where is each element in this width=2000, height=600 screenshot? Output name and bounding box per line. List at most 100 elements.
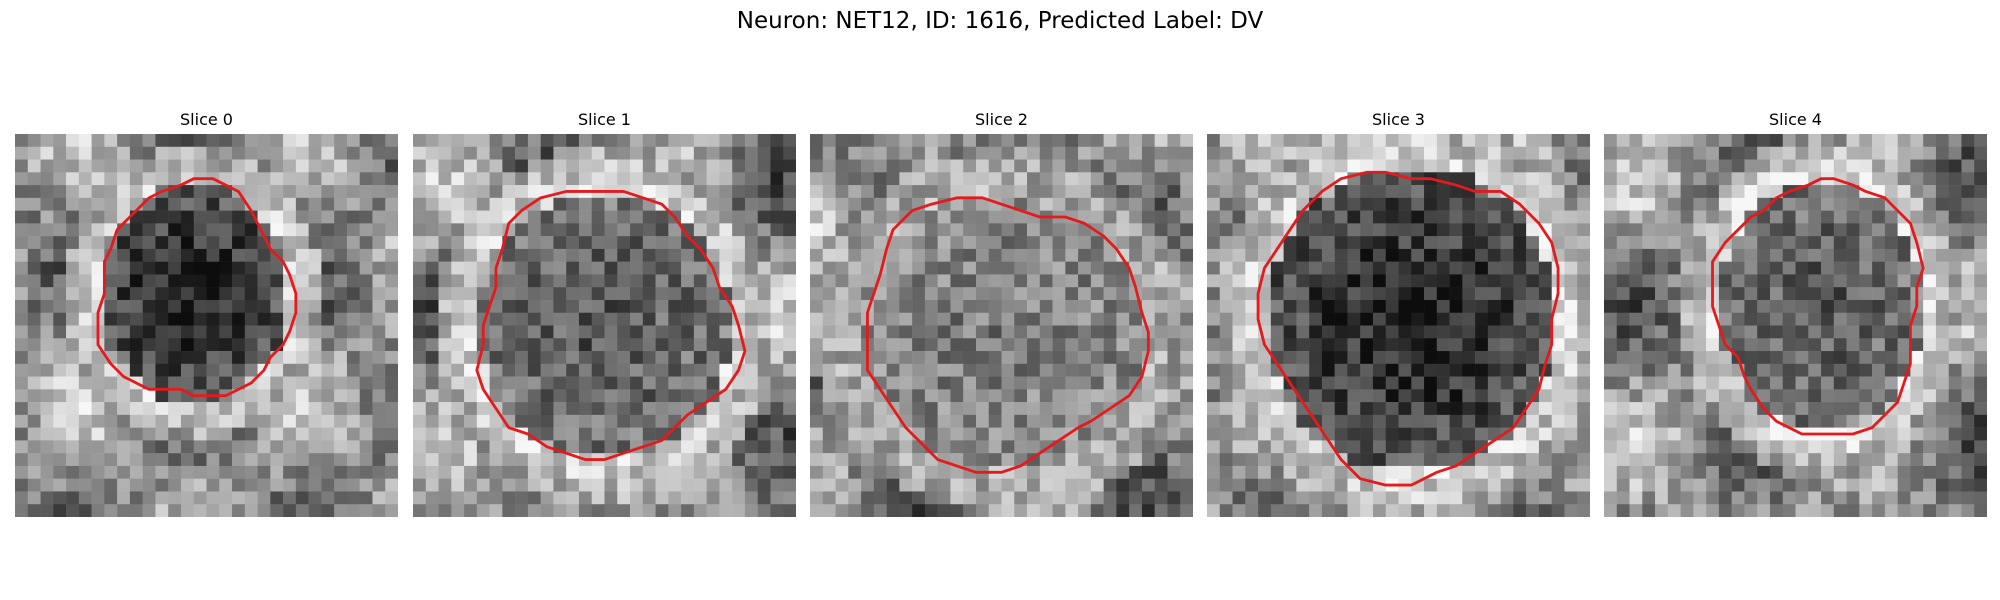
pixel — [1219, 197, 1233, 211]
pixel — [270, 376, 284, 390]
pixel — [1462, 363, 1476, 377]
pixel — [515, 223, 529, 237]
pixel — [53, 504, 67, 517]
pixel — [1616, 402, 1630, 416]
pixel — [693, 312, 707, 326]
pixel — [1385, 299, 1399, 313]
pixel — [693, 427, 707, 441]
pixel — [757, 134, 771, 148]
pixel — [1078, 134, 1092, 148]
pixel — [1526, 363, 1540, 377]
pixel — [1347, 236, 1361, 250]
pixel — [848, 414, 862, 428]
pixel — [1872, 299, 1886, 313]
pixel — [1821, 197, 1835, 211]
pixel — [1296, 504, 1310, 517]
pixel — [1487, 172, 1501, 186]
pixel — [15, 236, 29, 250]
pixel — [1372, 172, 1386, 186]
pixel — [1347, 134, 1361, 148]
pixel — [1604, 223, 1618, 237]
pixel — [15, 478, 29, 492]
pixel — [1718, 504, 1732, 517]
slice-image-0 — [15, 134, 398, 517]
pixel — [515, 236, 529, 250]
pixel — [1667, 185, 1681, 199]
pixel — [937, 159, 951, 173]
pixel — [1449, 389, 1463, 403]
pixel — [1321, 465, 1335, 479]
pixel — [1014, 338, 1028, 352]
pixel — [1141, 261, 1155, 275]
pixel — [451, 287, 465, 301]
pixel — [848, 376, 862, 390]
pixel — [848, 363, 862, 377]
pixel — [1309, 287, 1323, 301]
pixel — [1604, 159, 1618, 173]
pixel — [464, 325, 478, 339]
pixel — [1385, 287, 1399, 301]
pixel — [359, 414, 373, 428]
pixel — [346, 465, 360, 479]
pixel — [1706, 197, 1720, 211]
pixel — [1372, 223, 1386, 237]
pixel — [334, 236, 348, 250]
pixel — [1360, 465, 1374, 479]
pixel — [464, 287, 478, 301]
pixel — [848, 351, 862, 365]
pixel — [1757, 465, 1771, 479]
pixel — [168, 338, 182, 352]
pixel — [1782, 236, 1796, 250]
pixel — [168, 134, 182, 148]
pixel — [975, 236, 989, 250]
pixel — [924, 146, 938, 160]
pixel — [1449, 338, 1463, 352]
pixel — [295, 146, 309, 160]
pixel — [1629, 248, 1643, 262]
pixel — [617, 299, 631, 313]
pixel — [1462, 351, 1476, 365]
pixel — [27, 427, 41, 441]
pixel — [1090, 185, 1104, 199]
pixel — [117, 197, 131, 211]
pixel — [1538, 274, 1552, 288]
pixel — [346, 159, 360, 173]
pixel — [744, 248, 758, 262]
pixel — [1065, 197, 1079, 211]
pixel — [719, 185, 733, 199]
pixel — [142, 414, 156, 428]
pixel — [1078, 440, 1092, 454]
pixel — [270, 134, 284, 148]
pixel — [1961, 504, 1975, 517]
pixel — [899, 134, 913, 148]
pixel — [655, 134, 669, 148]
pixel — [553, 363, 567, 377]
pixel — [1052, 389, 1066, 403]
pixel — [1411, 363, 1425, 377]
pixel — [835, 210, 849, 224]
pixel — [770, 248, 784, 262]
pixel — [1232, 351, 1246, 365]
pixel — [937, 312, 951, 326]
pixel — [1258, 185, 1272, 199]
pixel — [1974, 261, 1987, 275]
pixel — [591, 376, 605, 390]
pixel — [1207, 351, 1221, 365]
pixel — [553, 491, 567, 505]
pixel — [848, 478, 862, 492]
pixel — [1309, 491, 1323, 505]
pixel — [1116, 465, 1130, 479]
pixel — [1538, 453, 1552, 467]
pixel — [346, 287, 360, 301]
pixel — [346, 376, 360, 390]
pixel — [924, 376, 938, 390]
pixel — [1270, 402, 1284, 416]
pixel — [1090, 261, 1104, 275]
pixel — [1616, 338, 1630, 352]
pixel — [1014, 236, 1028, 250]
pixel — [66, 159, 80, 173]
pixel — [270, 236, 284, 250]
pixel — [1859, 325, 1873, 339]
pixel — [975, 312, 989, 326]
pixel — [1360, 299, 1374, 313]
